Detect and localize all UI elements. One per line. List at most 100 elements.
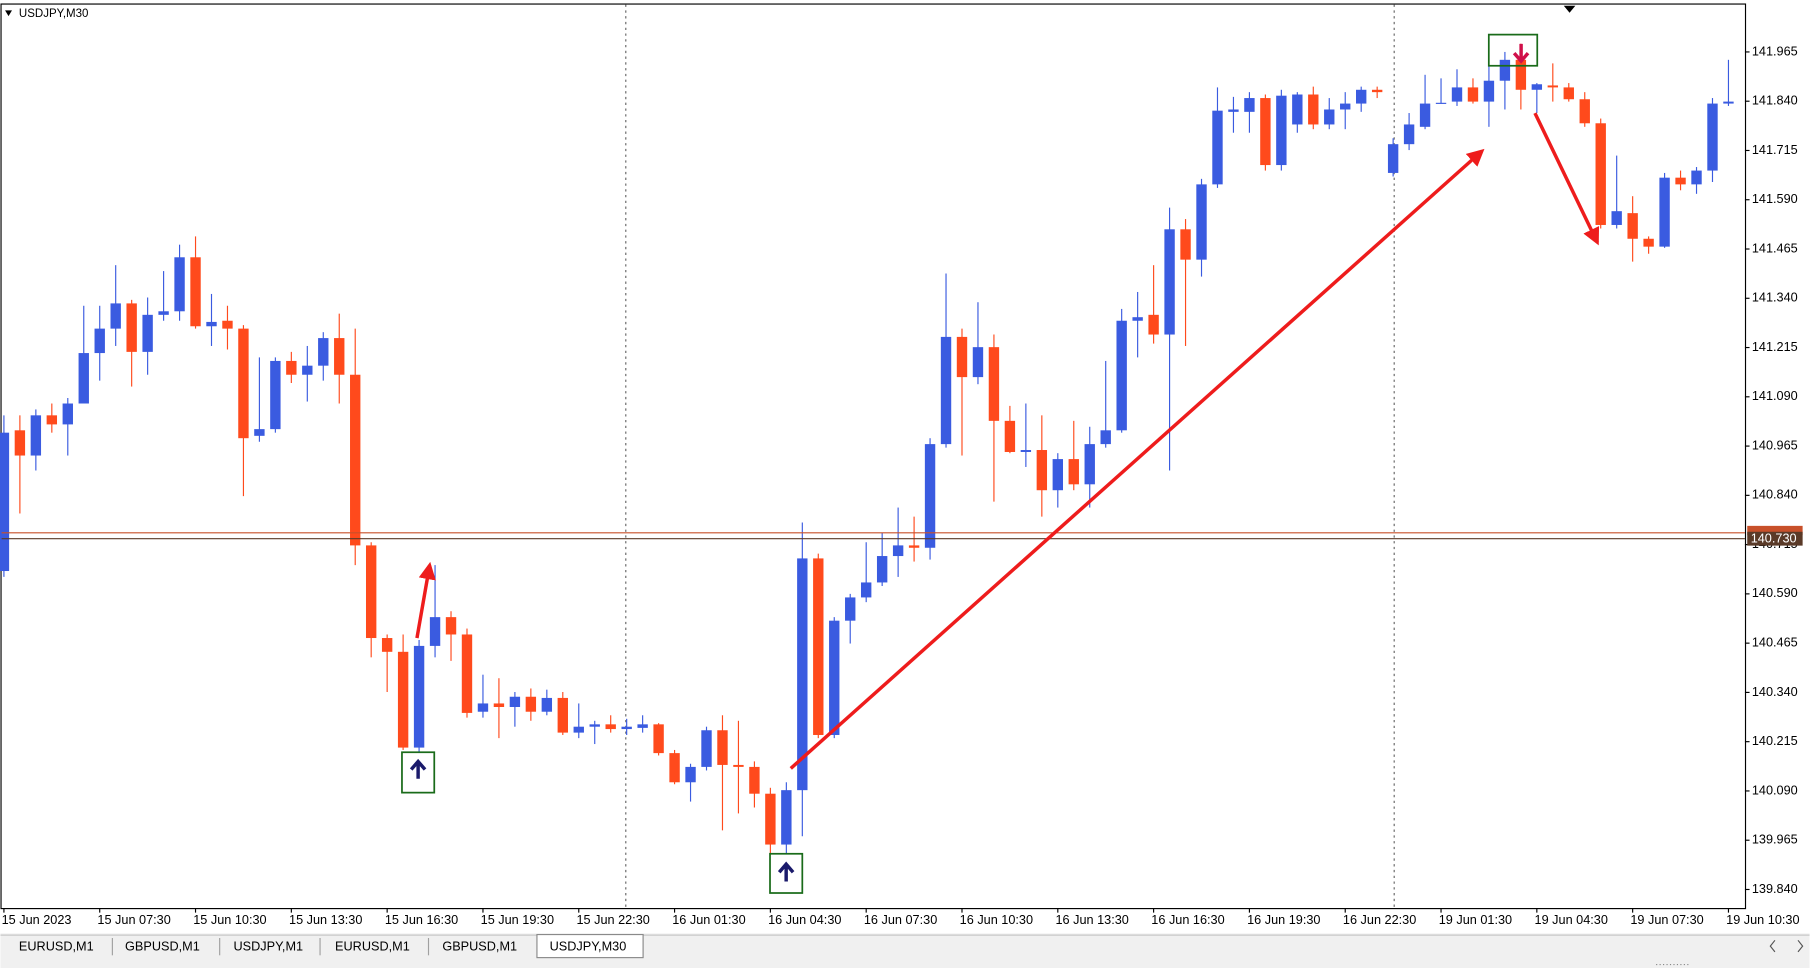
candle-body [685,766,696,783]
signal-box [1487,33,1539,67]
candle-body [1627,213,1638,239]
candle-body [1084,444,1095,485]
candle-body [238,328,249,439]
candle-body [397,651,409,748]
candle-body [334,338,345,375]
candle-body [924,444,936,548]
active-tab[interactable] [536,933,644,959]
y-tick-label: 140.465 [1752,636,1798,650]
y-tick-label: 141.590 [1752,192,1798,206]
x-tick-label: 15 Jun 13:30 [289,913,362,927]
x-tick-label: 16 Jun 01:30 [672,913,745,927]
candle-body [14,430,26,456]
candle-body [1531,84,1543,90]
candle-body [589,724,600,727]
candle-body [1563,87,1574,100]
candle-body [254,429,265,436]
candle-body [381,638,393,652]
candle-body [365,545,377,639]
candle-body [1707,103,1718,171]
tab[interactable]: USDJPY,M30 [550,940,627,954]
tab-bar: EURUSD,M1 GBPUSD,M1 USDJPY,M1 EURUSD,M1 … [0,933,1810,968]
candle-body [270,360,281,430]
tab[interactable]: GBPUSD,M1 [125,940,200,954]
x-tick-label: 15 Jun 10:30 [193,913,266,927]
signal-box [401,751,436,794]
candle-body [1403,124,1415,145]
candle-body [302,365,313,375]
candle-body [206,321,217,327]
shift-marker [1563,5,1576,13]
x-tick-label: 16 Jun 04:30 [768,913,841,927]
candle-body [1483,80,1495,102]
chart-header: USDJPY,M30 [5,5,1576,20]
candle-body [1547,85,1559,88]
candle-body [892,545,904,557]
candle-body [1499,59,1511,81]
tab[interactable]: EURUSD,M1 [335,940,410,954]
candle-body [1132,317,1143,321]
candle-body [174,257,185,312]
candle-body [222,320,233,329]
x-tick-label: 16 Jun 16:30 [1151,913,1224,927]
y-tick-label: 141.215 [1752,340,1798,354]
y-tick-label: 141.090 [1752,389,1798,403]
candle-body [988,347,1000,421]
candle-body [765,793,776,845]
candle-body [190,257,201,327]
candle-body [860,582,872,598]
x-tick-label: 15 Jun 22:30 [576,913,649,927]
axes: 141.965 141.840 141.715 141.590 141.465 141.3… [2,44,1803,927]
candle-body [126,303,137,352]
y-tick-label: 141.840 [1752,94,1798,108]
candle-body [1068,459,1079,485]
candle-body [781,790,792,845]
y-tick-label: 140.340 [1752,685,1798,699]
candle-body [1595,123,1606,225]
tab-bar-bg [0,933,1810,968]
candles [0,43,1734,854]
menu-triangle [5,10,12,17]
candle-body [956,336,968,378]
price-levels [1,532,1745,540]
x-tick-label: 16 Jun 10:30 [960,913,1033,927]
candle-body [1643,238,1654,247]
y-tick-label: 140.590 [1752,586,1798,600]
y-tick-label: 140.090 [1752,783,1798,797]
candle-body [876,556,888,583]
tab[interactable]: GBPUSD,M1 [442,940,517,954]
tab[interactable]: EURUSD,M1 [19,940,94,954]
buy-arrow [777,861,795,882]
candle-body [477,703,489,712]
annotations [401,33,1600,894]
candle-body [717,730,728,765]
candle-body [318,338,329,366]
candle-body [972,347,984,378]
candle-body [940,336,952,445]
candle-body [749,766,760,794]
x-tick-label: 15 Jun 19:30 [481,913,554,927]
y-tick-label: 140.215 [1752,734,1798,748]
signal-box [769,852,804,894]
y-tick-label: 141.715 [1752,143,1798,157]
candle-body [493,703,505,707]
candle-body [813,558,824,735]
tab[interactable]: USDJPY,M1 [234,940,304,954]
candle-body [30,415,42,456]
scroll-left[interactable] [1769,939,1776,953]
candle-body [1052,459,1063,491]
candle-body [1020,450,1032,452]
x-tick-label: 19 Jun 07:30 [1630,913,1703,927]
x-tick-label: 19 Jun 04:30 [1535,913,1608,927]
candle-body [733,764,744,767]
candle-body [413,645,425,748]
candle-body [573,726,584,733]
candle-body [701,730,712,767]
candle-body [1371,89,1383,93]
scroll-right[interactable] [1797,939,1804,953]
candle-body [429,617,441,646]
candle-body [1212,110,1223,185]
